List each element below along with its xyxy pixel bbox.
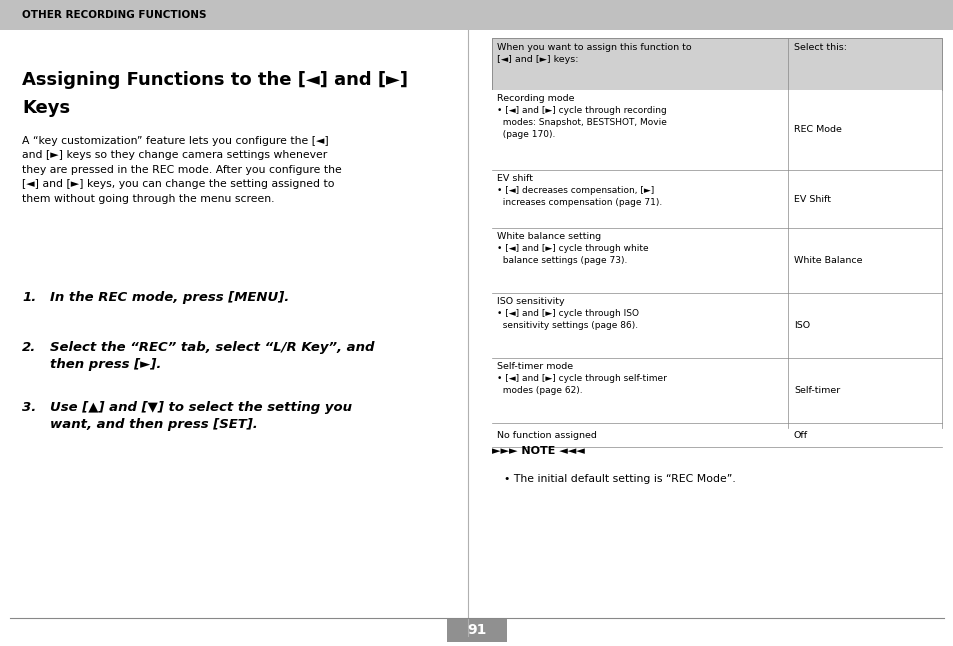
Bar [492, 423, 941, 447]
Text: White balance setting: White balance setting [497, 232, 600, 241]
Text: ISO sensitivity: ISO sensitivity [497, 297, 564, 306]
Bar [492, 358, 941, 423]
Text: No function assigned: No function assigned [497, 430, 597, 439]
Bar [492, 38, 941, 428]
Text: OTHER RECORDING FUNCTIONS: OTHER RECORDING FUNCTIONS [22, 10, 206, 20]
Text: ►►► NOTE ◄◄◄: ►►► NOTE ◄◄◄ [492, 446, 584, 456]
Text: • [◄] and [►] cycle through self-timer
  modes (page 62).: • [◄] and [►] cycle through self-timer m… [497, 374, 666, 395]
Text: A “key customization” feature lets you configure the [◄]
and [►] keys so they ch: A “key customization” feature lets you c… [22, 136, 341, 203]
Bar [0, 0, 953, 30]
Text: 3.: 3. [22, 401, 36, 414]
Text: 1.: 1. [22, 291, 36, 304]
Text: Select this:: Select this: [793, 43, 846, 52]
Text: • [◄] decreases compensation, [►]
  increases compensation (page 71).: • [◄] decreases compensation, [►] increa… [497, 186, 661, 207]
Bar [492, 293, 941, 358]
Text: Select the “REC” tab, select “L/R Key”, and
then press [►].: Select the “REC” tab, select “L/R Key”, … [50, 341, 375, 371]
Text: • The initial default setting is “REC Mode”.: • The initial default setting is “REC Mo… [503, 474, 735, 484]
Bar [492, 228, 941, 293]
Text: Keys: Keys [22, 99, 71, 117]
Bar [492, 90, 941, 170]
Bar [492, 38, 941, 90]
Text: 91: 91 [467, 623, 486, 637]
Text: • [◄] and [►] cycle through recording
  modes: Snapshot, BESTSHOT, Movie
  (page: • [◄] and [►] cycle through recording mo… [497, 106, 666, 139]
Text: 2.: 2. [22, 341, 36, 354]
Text: EV Shift: EV Shift [793, 194, 830, 203]
Text: Self-timer: Self-timer [793, 386, 840, 395]
Text: REC Mode: REC Mode [793, 125, 841, 134]
Text: ISO: ISO [793, 321, 809, 330]
Text: Self-timer mode: Self-timer mode [497, 362, 573, 371]
Text: When you want to assign this function to
[◄] and [►] keys:: When you want to assign this function to… [497, 43, 691, 64]
Text: In the REC mode, press [MENU].: In the REC mode, press [MENU]. [50, 291, 289, 304]
Text: White Balance: White Balance [793, 256, 862, 265]
Text: • [◄] and [►] cycle through white
  balance settings (page 73).: • [◄] and [►] cycle through white balanc… [497, 244, 648, 265]
Text: Recording mode: Recording mode [497, 94, 574, 103]
Bar [447, 618, 506, 642]
Text: Assigning Functions to the [◄] and [►]: Assigning Functions to the [◄] and [►] [22, 71, 408, 89]
Text: • [◄] and [►] cycle through ISO
  sensitivity settings (page 86).: • [◄] and [►] cycle through ISO sensitiv… [497, 309, 639, 330]
Text: EV shift: EV shift [497, 174, 533, 183]
Text: Off: Off [793, 430, 807, 439]
Bar [492, 170, 941, 228]
Text: Use [▲] and [▼] to select the setting you
want, and then press [SET].: Use [▲] and [▼] to select the setting yo… [50, 401, 352, 431]
